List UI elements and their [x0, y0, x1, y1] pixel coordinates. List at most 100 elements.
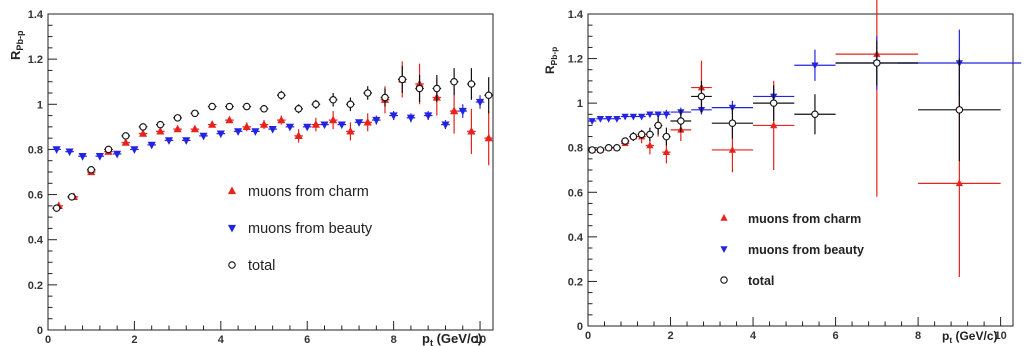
x-axis-label: pt (GeV/c) [422, 331, 482, 346]
data-point [662, 111, 670, 119]
y-tick-label: 0.2 [28, 280, 43, 292]
x-tick-label: 4 [750, 330, 757, 342]
data-point [697, 92, 706, 101]
y-tick-label: 0.6 [568, 187, 583, 199]
left-chart-panel: 0 0.2 0.4 0.6 0.8 1 1.2 1.4 0 2 4 6 8 10 RPb-p pt (GeV/… [8, 9, 494, 346]
data-point [65, 148, 74, 157]
data-point [285, 123, 294, 132]
data-point [363, 89, 372, 97]
data-point [95, 153, 104, 161]
x-tick-label: 2 [131, 334, 137, 346]
data-point [646, 130, 654, 139]
x-tick-label: 8 [915, 330, 921, 342]
data-point [208, 102, 216, 111]
legend-marker [720, 214, 728, 221]
y-tick-label: 1.4 [568, 9, 584, 21]
data-point [588, 118, 596, 125]
data-point [406, 114, 415, 123]
data-point [191, 109, 199, 118]
y-tick-label: 0.8 [568, 143, 583, 155]
data-point [139, 123, 147, 131]
data-point [164, 137, 174, 145]
series-total [52, 65, 493, 212]
data-point [138, 129, 148, 137]
data-point [337, 121, 346, 130]
data-point [728, 119, 737, 127]
data-point [303, 123, 312, 132]
data-point [728, 145, 737, 153]
data-point [475, 98, 485, 107]
data-point [955, 179, 963, 187]
legend-label: muons from beauty [248, 221, 373, 237]
legend-marker [228, 261, 236, 269]
data-point [294, 105, 303, 113]
y-tick-label: 1 [577, 98, 583, 110]
data-point [277, 91, 286, 100]
data-point [654, 111, 662, 119]
data-point [433, 84, 441, 93]
data-point [190, 124, 199, 133]
data-point [311, 120, 320, 128]
data-point [424, 112, 433, 121]
data-point [182, 137, 191, 145]
data-point [604, 143, 613, 152]
data-point [87, 165, 95, 174]
data-point [121, 138, 130, 146]
data-point [654, 121, 662, 130]
data-point [484, 133, 493, 142]
data-point [637, 130, 646, 139]
data-point [156, 126, 165, 135]
data-point [251, 128, 260, 136]
data-point [372, 116, 381, 125]
data-point [208, 120, 217, 128]
data-point [346, 126, 355, 135]
data-point [68, 193, 76, 201]
y-tick-label: 0.8 [28, 144, 43, 156]
data-point [677, 117, 685, 125]
data-point [811, 110, 819, 119]
data-point [363, 117, 372, 126]
right-chart-panel: 0 0.2 0.4 0.6 0.8 1 1.2 1.4 0 2 4 6 8 10 RPb-p pt (GeV/… [543, 0, 1022, 345]
x-tick-label: 0 [45, 334, 51, 346]
data-point [613, 115, 621, 123]
data-point [312, 100, 320, 109]
legend: muons from charm muons from beauty total [720, 212, 864, 288]
x-tick-label: 10 [994, 330, 1006, 342]
y-axis-label: RPb-p [8, 30, 25, 60]
data-point [355, 119, 364, 127]
data-point [104, 145, 113, 154]
x-tick-label: 6 [833, 330, 839, 342]
data-point [415, 84, 424, 93]
data-point [621, 113, 629, 121]
data-point [450, 77, 458, 86]
data-point [260, 105, 268, 113]
data-point [381, 93, 389, 102]
data-point [242, 102, 251, 111]
data-point [955, 106, 964, 114]
x-tick-label: 2 [667, 330, 673, 342]
y-tick-label: 0.4 [568, 232, 584, 244]
data-point [173, 124, 182, 133]
legend-label: muons from charm [748, 212, 861, 226]
data-point [638, 113, 646, 121]
data-point [173, 114, 182, 122]
data-point [242, 122, 251, 131]
data-point [225, 102, 234, 111]
y-tick-label: 1 [37, 99, 43, 111]
y-tick-label: 0.4 [28, 235, 44, 247]
data-point [596, 115, 604, 123]
data-point [294, 131, 303, 140]
plot-frame [587, 13, 1014, 327]
y-tick-label: 0.6 [28, 190, 43, 202]
y-tick-label: 0 [577, 321, 583, 333]
y-axis-label: RPb-p [543, 47, 559, 74]
data-point [769, 99, 778, 107]
y-tick-label: 0 [37, 325, 43, 337]
data-point [346, 100, 355, 109]
data-point [329, 96, 337, 104]
data-point [113, 150, 122, 159]
legend-marker [227, 186, 237, 195]
data-point [225, 115, 234, 124]
data-point [873, 59, 881, 67]
data-point [588, 146, 596, 154]
